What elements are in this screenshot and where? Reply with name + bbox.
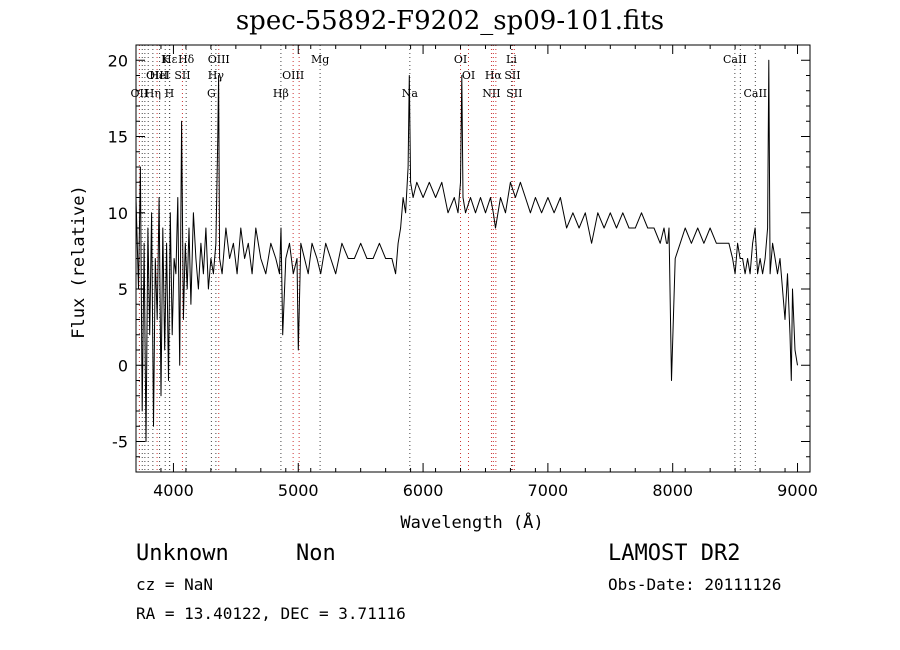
object-subclass: Non [296, 541, 336, 566]
ra-dec: RA = 13.40122, DEC = 3.71116 [136, 604, 406, 623]
survey-name: LAMOST DR2 [608, 541, 741, 566]
spectral-line-label: Hδ [178, 53, 195, 66]
y-tick-label: 0 [118, 356, 128, 375]
spectral-line-label: OII [131, 87, 149, 100]
chart-title: spec-55892-F9202_sp09-101.fits [235, 6, 665, 36]
spectral-line-label: OI [454, 53, 467, 66]
spectral-line-label: OIII [282, 69, 304, 82]
spectral-line-label: Hη [145, 87, 161, 100]
x-tick-label: 4000 [153, 481, 194, 500]
spectral-line-label: OIII [208, 53, 230, 66]
spectral-line-label: CaII [743, 87, 767, 100]
spectral-line-label: Hε [162, 53, 178, 66]
spectral-line-label: CaII [723, 53, 747, 66]
x-tick-label: 9000 [777, 481, 818, 500]
spectral-line-label: OI [462, 69, 475, 82]
spectral-line-markers [138, 45, 756, 472]
x-tick-label: 7000 [528, 481, 569, 500]
x-tick-label: 5000 [278, 481, 319, 500]
spectral-line-label: G [207, 87, 216, 100]
axis-ticks: 4000 5000 6000 7000 8000 9000 -5 0 5 10 15 20 [108, 44, 818, 500]
spectral-line-label: HeI [149, 69, 169, 82]
plot-frame [135, 44, 811, 473]
spectral-line-label: Li [506, 53, 517, 66]
spectral-line-label: SII [504, 69, 520, 82]
x-tick-label: 6000 [403, 481, 444, 500]
y-tick-label: 10 [108, 204, 128, 223]
spectral-line-label: H [165, 87, 175, 100]
spectral-line-label: Hγ [208, 69, 225, 82]
spectral-line-label: Hα [485, 69, 503, 82]
y-axis-label: Flux (relative) [69, 185, 89, 339]
spectral-line-label: OIII [146, 69, 168, 82]
spectral-line-label: SII [174, 69, 190, 82]
spectral-line-label: Mg [311, 53, 329, 66]
spectral-line-label: SII [506, 87, 522, 100]
x-axis-label: Wavelength (Å) [400, 511, 543, 533]
spectral-line-label: Na [402, 87, 419, 100]
y-tick-label: 5 [118, 280, 128, 299]
spectral-line-label: K [161, 53, 170, 66]
x-tick-label: 8000 [652, 481, 693, 500]
spectrum-line [135, 59, 798, 442]
y-tick-label: 20 [108, 51, 128, 70]
spectral-line-label: Hβ [273, 87, 289, 100]
object-class: Unknown [136, 541, 229, 566]
obs-date: Obs-Date: 20111126 [608, 575, 782, 594]
line-labels: OIIHηOIIIHeIKHHεSIIHδGHγOIIIHβOIIIMgNaOI… [131, 53, 768, 100]
spectral-line-label: NII [482, 87, 500, 100]
redshift-cz: cz = NaN [136, 575, 214, 594]
y-tick-label: -5 [112, 433, 128, 452]
y-tick-label: 15 [108, 128, 128, 147]
spectrum-series [135, 59, 798, 442]
